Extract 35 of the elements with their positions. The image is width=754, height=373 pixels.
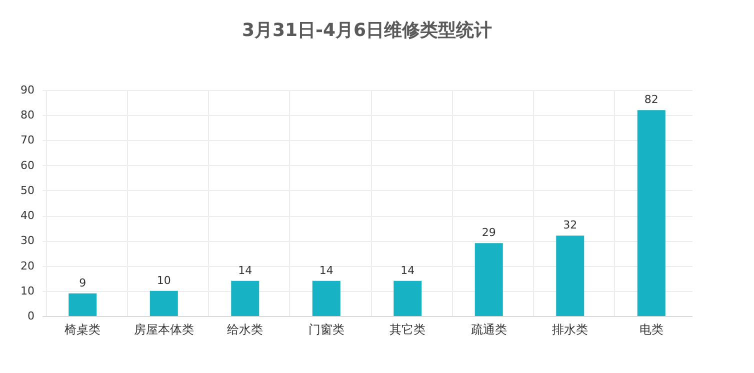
bar	[556, 236, 584, 316]
y-tick-label: 80	[20, 108, 34, 122]
bar	[394, 280, 422, 316]
bar	[231, 280, 260, 316]
y-tick-label: 0	[28, 310, 34, 322]
chart-title: 3月31日-4月6日维修类型统计	[242, 20, 492, 41]
bar	[312, 280, 340, 316]
bar	[150, 290, 178, 316]
x-tick-label: 椅桌类	[64, 322, 101, 336]
x-tick-label: 电类	[639, 322, 664, 336]
x-tick-label: 给水类	[227, 322, 264, 336]
y-tick-label: 20	[20, 259, 34, 272]
data-label: 14	[400, 264, 415, 277]
bar	[474, 243, 503, 316]
y-tick-label: 60	[20, 158, 34, 172]
x-tick-label: 房屋本体类	[134, 322, 194, 336]
x-tick-label: 疏通类	[470, 322, 507, 336]
data-label: 82	[644, 93, 658, 106]
y-tick-label: 90	[20, 84, 34, 96]
data-label: 32	[563, 218, 578, 232]
y-tick-label: 40	[20, 209, 34, 222]
data-label: 14	[319, 264, 334, 277]
bar	[68, 293, 97, 316]
y-tick-label: 30	[20, 234, 34, 248]
data-label: 14	[238, 264, 252, 277]
y-tick-label: 10	[20, 284, 34, 298]
x-tick-label: 排水类	[552, 322, 588, 336]
y-tick-label: 50	[20, 184, 34, 197]
data-label: 9	[79, 276, 86, 290]
x-tick-label: 其它类	[390, 322, 426, 336]
y-tick-label: 70	[20, 134, 34, 147]
x-tick-label: 门窗类	[308, 322, 344, 336]
data-label: 10	[156, 274, 171, 287]
bar	[637, 110, 666, 316]
data-label: 29	[482, 226, 496, 240]
